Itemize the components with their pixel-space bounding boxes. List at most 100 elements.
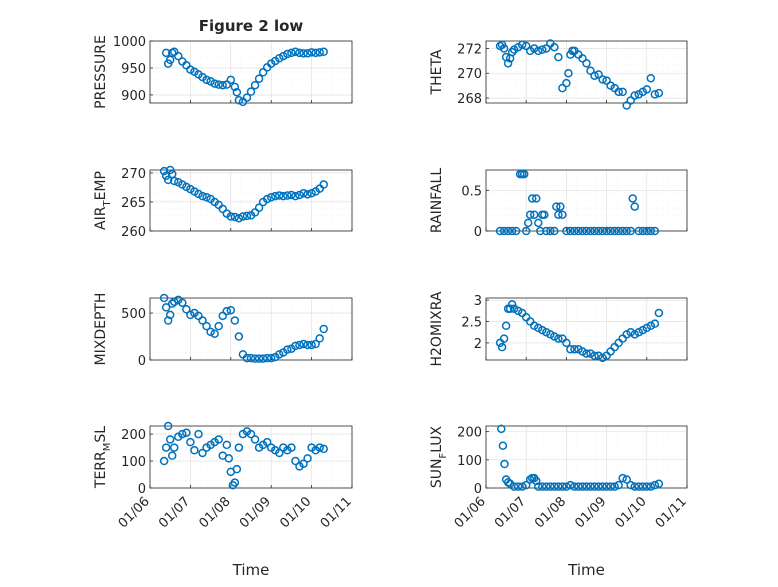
data-point	[311, 48, 320, 58]
data-point	[246, 353, 256, 363]
axes-box	[485, 297, 688, 361]
data-point	[582, 226, 591, 236]
data-point	[307, 340, 316, 350]
data-point	[315, 443, 324, 452]
data-point	[622, 226, 631, 236]
x-tick-label: 01/07	[492, 494, 529, 531]
data-point	[186, 65, 195, 74]
data-point	[521, 480, 531, 490]
data-point	[279, 191, 288, 201]
data-point	[564, 68, 573, 78]
y-axis-label: H2OMIXRA	[429, 291, 445, 366]
data-point	[206, 327, 215, 337]
data-point	[222, 80, 232, 89]
data-point	[500, 459, 509, 469]
data-point	[495, 226, 505, 236]
data-point	[178, 429, 187, 439]
data-point	[194, 429, 203, 439]
data-point	[270, 191, 280, 201]
x-axis-label: Time	[567, 561, 605, 579]
y-tick-label: 0	[138, 482, 146, 497]
data-point	[242, 211, 252, 221]
data-point	[507, 226, 517, 236]
data-point	[497, 424, 506, 434]
data-point	[262, 353, 272, 363]
data-point	[570, 226, 579, 236]
data-point	[319, 324, 328, 334]
data-point	[550, 226, 559, 236]
data-point	[570, 482, 579, 491]
data-point	[499, 44, 509, 53]
y-tick-label: 2	[474, 337, 482, 352]
data-point	[499, 334, 509, 343]
data-point	[222, 440, 232, 450]
data-point	[214, 321, 223, 331]
data-point	[242, 93, 252, 102]
data-point	[291, 47, 300, 57]
data-point	[161, 48, 171, 58]
data-point	[517, 482, 527, 491]
data-point	[230, 316, 240, 325]
data-point	[513, 482, 523, 491]
y-tick-label: 200	[121, 428, 146, 443]
data-point	[303, 454, 312, 463]
data-point	[642, 482, 652, 491]
data-point	[254, 203, 264, 213]
data-point	[602, 76, 611, 85]
data-point	[586, 226, 595, 236]
data-point	[295, 340, 304, 350]
data-point	[534, 46, 543, 56]
data-point	[299, 49, 308, 58]
data-point	[534, 218, 543, 228]
data-point	[578, 226, 587, 236]
data-point	[254, 74, 264, 83]
data-point	[222, 306, 232, 316]
data-point	[186, 310, 195, 320]
x-tick-label: 01/09	[572, 494, 609, 531]
data-point	[650, 480, 660, 490]
data-point	[218, 80, 227, 90]
data-point	[532, 194, 541, 203]
data-point	[163, 421, 173, 431]
y-axis-label: PRESSURE	[93, 35, 109, 109]
axes-box	[149, 297, 353, 361]
data-point	[642, 85, 652, 94]
data-point	[315, 48, 324, 57]
data-point	[303, 49, 312, 58]
y-tick-label: 0	[138, 354, 146, 369]
data-point	[214, 80, 223, 89]
data-point	[614, 480, 623, 490]
data-point	[562, 78, 571, 88]
data-point	[509, 482, 519, 491]
data-point	[594, 226, 603, 236]
y-tick-label: 1000	[113, 35, 146, 50]
y-axis-label: TERRMSL	[93, 426, 113, 489]
data-point	[250, 354, 260, 363]
axes-box	[149, 169, 353, 232]
data-point	[295, 48, 304, 58]
data-points	[497, 424, 664, 491]
y-tick-label: 270	[457, 67, 482, 82]
subplot-pressure: 900 950 1000 PRESSURE	[93, 35, 353, 109]
axes-box	[149, 40, 353, 104]
y-tick-label: 100	[457, 454, 482, 469]
data-point	[258, 68, 268, 77]
data-point	[190, 446, 199, 455]
data-point	[319, 47, 328, 57]
x-tick-label: 01/10	[613, 494, 650, 531]
y-axis-label: THETA	[429, 49, 445, 95]
data-points	[495, 39, 664, 110]
data-points	[495, 300, 664, 363]
data-point	[622, 475, 631, 484]
data-point	[628, 194, 637, 203]
data-point	[594, 482, 603, 491]
data-point	[566, 226, 575, 236]
data-point	[574, 482, 583, 491]
data-point	[546, 226, 555, 236]
y-tick-label: 0.5	[461, 184, 482, 199]
data-point	[262, 437, 272, 447]
data-point	[182, 305, 191, 314]
data-point	[610, 482, 619, 491]
data-point	[287, 48, 296, 58]
data-point	[202, 75, 211, 85]
